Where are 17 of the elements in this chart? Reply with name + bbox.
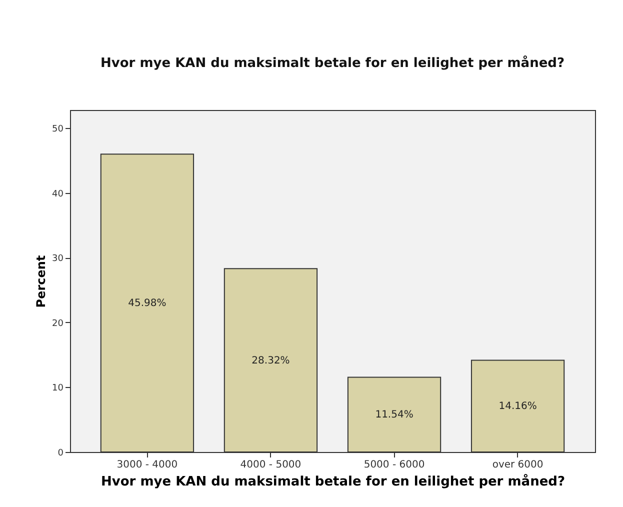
data-label: 28.32% [252,355,290,366]
data-label: 14.16% [498,401,537,412]
x-tick-label: 3000 - 4000 [116,460,178,470]
y-tick-label: 50 [52,124,64,135]
y-tick-label: 30 [52,254,64,264]
y-tick-label: 40 [52,189,64,200]
chart-title: Hvor mye KAN du maksimalt betale for en leilighet per måned? [100,55,564,71]
data-label: 11.54% [375,410,414,421]
y-tick-label: 20 [52,318,64,329]
x-tick-label: 4000 - 5000 [240,460,302,470]
x-tick-label: over 6000 [492,460,544,470]
data-label: 45.98% [128,298,166,310]
y-tick-label: 0 [58,448,64,458]
x-tick-label: 5000 - 6000 [364,460,425,470]
x-axis-title: Hvor mye KAN du maksimalt betale for en leilighet per måned? [101,474,565,490]
y-tick-label: 10 [52,384,64,394]
y-axis-title: Percent [34,255,48,308]
